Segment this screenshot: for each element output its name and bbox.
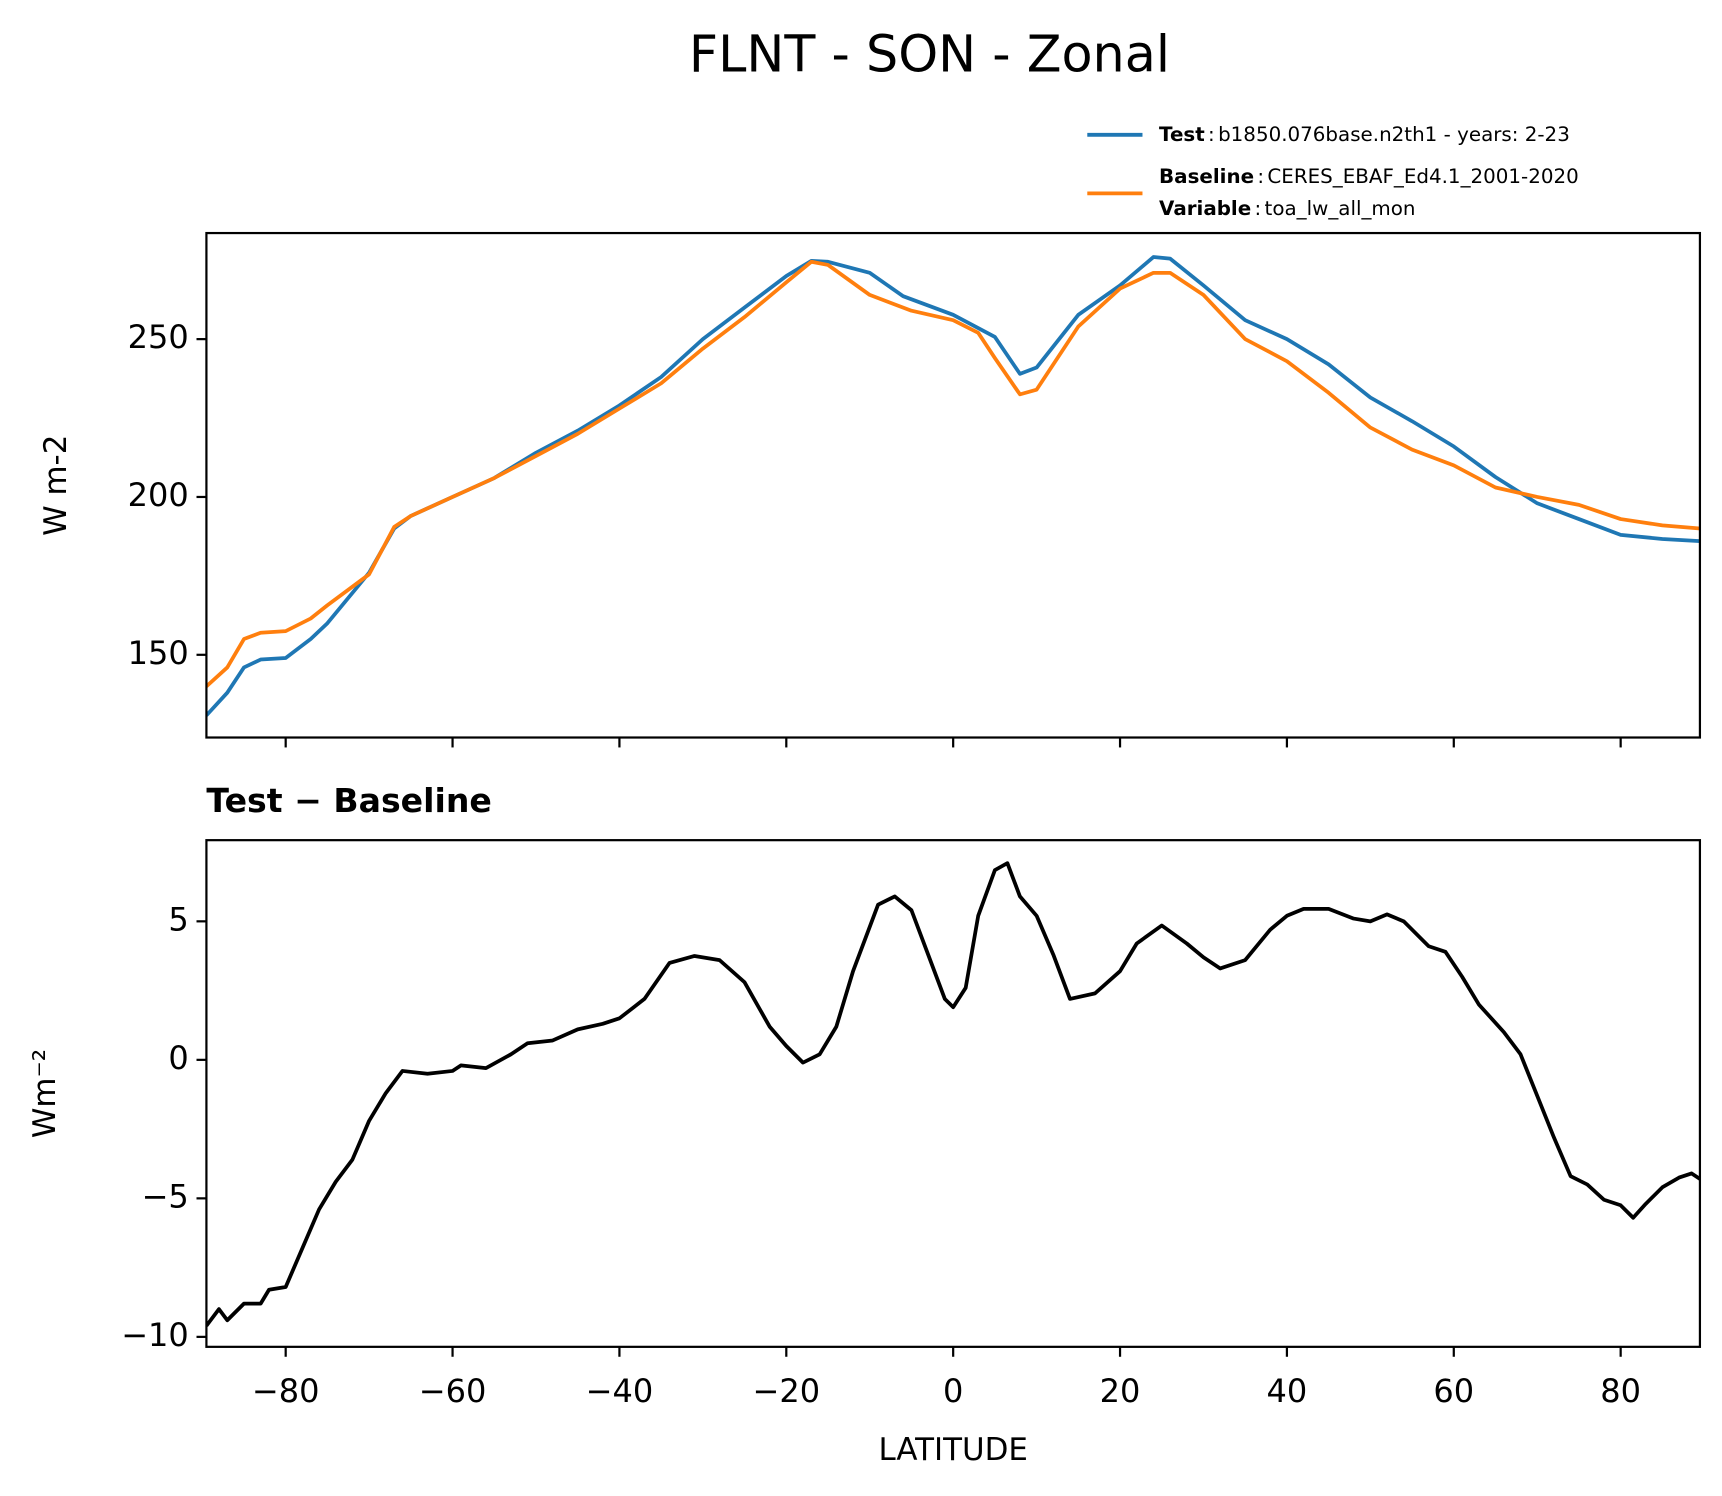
subplot-title: Test − Baseline	[206, 781, 491, 820]
legend-separator: :	[1208, 122, 1215, 145]
legend-separator: :	[1257, 164, 1264, 187]
x-axis-label: LATITUDE	[878, 1432, 1027, 1468]
x-tick-label: 20	[1100, 1372, 1141, 1410]
x-tick-label: −80	[252, 1372, 320, 1410]
x-tick-label: 0	[943, 1372, 963, 1410]
x-tick-label: 60	[1433, 1372, 1474, 1410]
x-tick-label: −40	[586, 1372, 654, 1410]
y-tick-label: 0	[168, 1039, 188, 1077]
legend-entry: Test: b1850.076base.n2th1 - years: 2-23	[1159, 122, 1570, 145]
x-tick-label: −20	[753, 1372, 821, 1410]
legend-entry: Baseline: CERES_EBAF_Ed4.1_2001-2020	[1159, 164, 1579, 187]
x-tick-label: 80	[1600, 1372, 1641, 1410]
y-tick-label: 5	[168, 900, 188, 938]
legend-name: Test	[1159, 122, 1205, 145]
legend-label: toa_lw_all_mon	[1265, 196, 1416, 219]
data-line	[206, 255, 1700, 717]
x-tick-label: −60	[419, 1372, 487, 1410]
plot-frame	[205, 231, 1702, 739]
legend-separator: :	[1255, 196, 1262, 219]
y-tick-label: −10	[121, 1316, 189, 1354]
y-axis-label: Wm⁻²	[27, 1049, 63, 1138]
data-line	[206, 259, 1700, 688]
y-tick-label: 200	[128, 476, 189, 514]
y-tick-label: 150	[128, 634, 189, 672]
figure-title: FLNT - SON - Zonal	[689, 25, 1170, 84]
plot-frame	[205, 839, 1702, 1348]
legend-entry: Variable: toa_lw_all_mon	[1159, 196, 1415, 219]
data-line	[206, 861, 1700, 1327]
y-tick-label: −5	[142, 1177, 189, 1215]
x-tick-label: 40	[1267, 1372, 1308, 1410]
legend-label: b1850.076base.n2th1 - years: 2-23	[1218, 122, 1570, 145]
legend-name: Baseline	[1159, 164, 1254, 187]
legend-name: Variable	[1159, 196, 1251, 219]
y-tick-label: 250	[128, 318, 189, 356]
legend-label: CERES_EBAF_Ed4.1_2001-2020	[1267, 164, 1578, 187]
y-axis-label: W m-2	[38, 435, 74, 536]
